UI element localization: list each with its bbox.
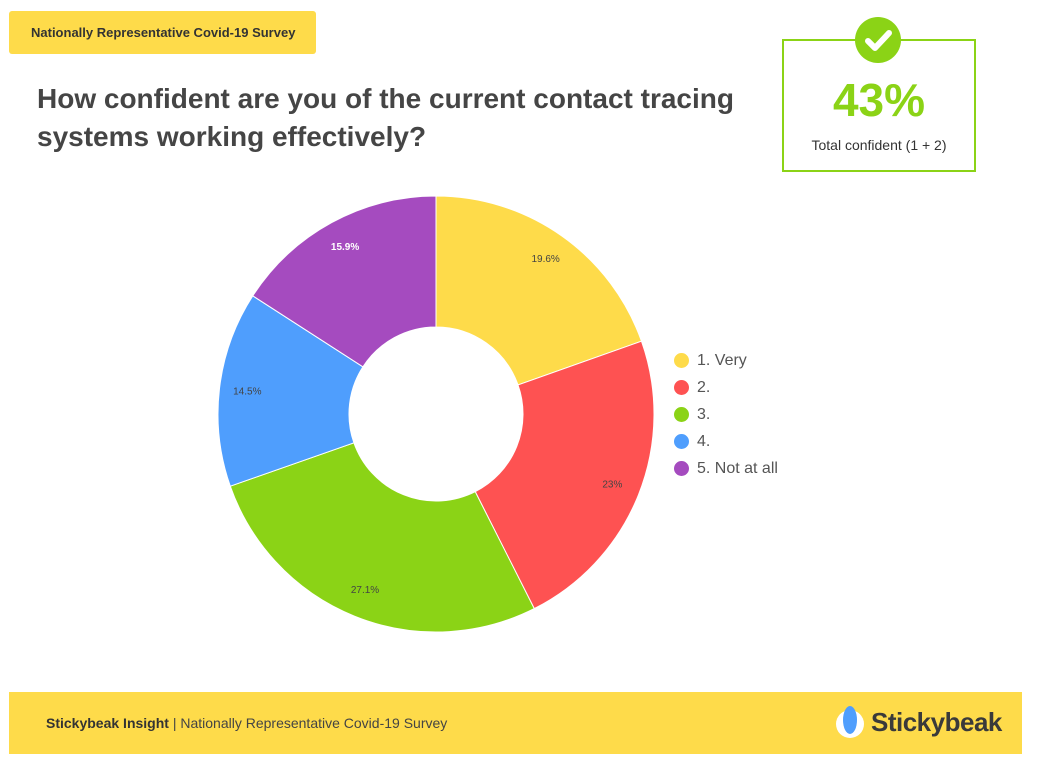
kpi-value: 43% [832, 74, 926, 126]
legend-label: 1. Very [697, 351, 747, 369]
legend-item: 4. [674, 428, 778, 455]
bird-icon [836, 706, 864, 738]
stickybeak-logo: Stickybeak [835, 702, 1002, 742]
footer-brand: Stickybeak Insight [46, 715, 169, 731]
legend-item: 2. [674, 374, 778, 401]
check-icon [855, 17, 901, 63]
data-label-4: 14.5% [233, 387, 261, 398]
data-label-1: 19.6% [531, 254, 559, 265]
survey-tag: Nationally Representative Covid-19 Surve… [9, 11, 316, 54]
legend-item: 5. Not at all [674, 455, 778, 482]
kpi-box: 43% Total confident (1 + 2) [782, 39, 976, 172]
footer-text: Stickybeak Insight | Nationally Represen… [46, 715, 447, 731]
legend-label: 5. Not at all [697, 459, 778, 477]
legend-dot-icon [674, 380, 689, 395]
slice-3 [229, 442, 535, 633]
kpi-label: Total confident (1 + 2) [811, 137, 947, 153]
footer-separator: | [168, 715, 181, 731]
slice-1 [435, 195, 643, 386]
legend-label: 3. [697, 405, 711, 423]
legend-label: 4. [697, 432, 711, 450]
logo-text: Stickybeak [871, 706, 1002, 737]
slice-2 [474, 340, 655, 610]
footer-survey: Nationally Representative Covid-19 Surve… [180, 715, 448, 731]
donut-chart: 19.6% 23% 27.1% 14.5% 15.9% [217, 195, 655, 633]
slice-4 [217, 295, 364, 487]
legend-item: 3. [674, 401, 778, 428]
legend-dot-icon [674, 434, 689, 449]
data-label-5: 15.9% [331, 242, 359, 253]
legend-dot-icon [674, 353, 689, 368]
data-label-3: 27.1% [351, 585, 379, 596]
legend-label: 2. [697, 378, 711, 396]
legend: 1. Very 2. 3. 4. 5. Not at all [674, 347, 778, 482]
page-title: How confident are you of the current con… [37, 83, 734, 152]
slice-5 [252, 195, 437, 368]
footer: Stickybeak Insight | Nationally Represen… [9, 692, 1022, 754]
legend-dot-icon [674, 407, 689, 422]
data-label-2: 23% [602, 480, 622, 491]
legend-item: 1. Very [674, 347, 778, 374]
legend-dot-icon [674, 461, 689, 476]
